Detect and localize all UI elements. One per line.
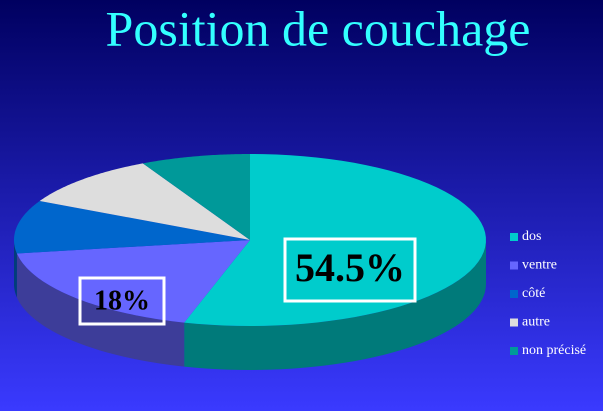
label-box — [78, 276, 166, 326]
chart-title: Position de couchage — [106, 0, 531, 56]
label-box — [283, 237, 417, 303]
legend-label: ventre — [522, 258, 557, 273]
legend-swatch — [510, 290, 518, 298]
legend-label: autre — [522, 315, 550, 330]
legend-label: non précisé — [522, 343, 586, 358]
legend-swatch — [510, 233, 518, 241]
data-label: 18% — [94, 285, 150, 316]
slice — [39, 163, 251, 240]
legend-swatch — [510, 261, 518, 270]
legend-label: côté — [522, 286, 545, 301]
slice-side — [184, 240, 487, 370]
legend-label: dos — [522, 229, 541, 244]
data-label: 54.5% — [295, 245, 405, 290]
slice — [16, 240, 251, 323]
slice-side — [14, 240, 17, 298]
slice — [142, 154, 250, 240]
legend-swatch — [510, 318, 518, 327]
legend-swatch — [510, 347, 518, 355]
slice — [14, 200, 250, 254]
slice-side — [16, 253, 185, 367]
